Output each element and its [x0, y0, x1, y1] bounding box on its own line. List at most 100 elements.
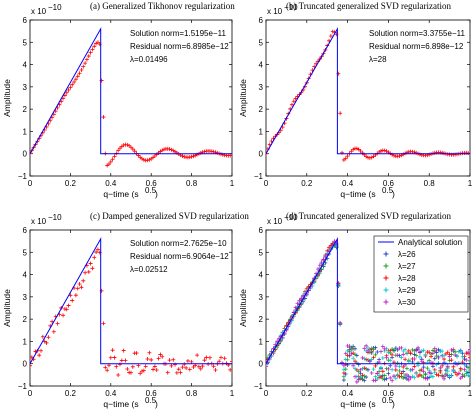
- y-tick-label: 4: [259, 61, 264, 70]
- y-tick-label: 6: [23, 226, 28, 235]
- data-point: [86, 269, 91, 274]
- x-tick-label: 0.4: [342, 179, 354, 188]
- data-point: [401, 376, 406, 381]
- data-point: [195, 152, 200, 157]
- data-point: [330, 29, 335, 34]
- data-point: [440, 150, 445, 155]
- data-point: [202, 358, 207, 363]
- x-tick-label: 0.2: [301, 389, 313, 398]
- data-point: [108, 355, 113, 360]
- data-point: [125, 142, 130, 147]
- data-point: [121, 348, 126, 353]
- data-point: [187, 367, 192, 372]
- x-axis-label-close: ): [155, 189, 158, 199]
- y-tick-label: 2: [23, 105, 28, 114]
- data-point: [354, 379, 359, 384]
- data-point: [345, 154, 350, 159]
- data-point: [434, 348, 439, 353]
- data-point: [321, 257, 326, 262]
- data-point: [338, 320, 343, 325]
- data-point: [456, 371, 461, 376]
- x-tick-label: 0.8: [424, 389, 436, 398]
- data-point: [119, 358, 124, 363]
- data-point: [391, 348, 396, 353]
- data-point: [447, 354, 452, 359]
- data-point: [393, 346, 398, 351]
- data-point: [189, 154, 194, 159]
- data-point: [360, 150, 365, 155]
- data-point: [378, 365, 383, 370]
- data-point: [445, 364, 450, 369]
- data-point: [328, 33, 333, 38]
- data-point: [217, 359, 222, 364]
- data-point: [377, 369, 382, 374]
- x-tick-label: 0.8: [186, 389, 198, 398]
- data-point: [191, 154, 196, 159]
- data-point: [204, 355, 209, 360]
- y-tick-label: 3: [259, 83, 264, 92]
- data-point: [173, 362, 178, 367]
- data-point: [147, 350, 152, 355]
- data-point: [408, 368, 413, 373]
- data-point: [68, 85, 73, 90]
- data-point: [401, 364, 406, 369]
- y-tick-label: 5: [259, 248, 264, 257]
- y-tick-label: 0: [23, 150, 28, 159]
- data-point: [101, 321, 106, 326]
- data-point: [211, 149, 216, 154]
- x-tick-label: 0.2: [65, 389, 77, 398]
- y-scale-factor: x 10: [267, 7, 283, 16]
- data-point: [315, 267, 320, 272]
- data-point: [436, 373, 441, 378]
- data-point: [196, 364, 201, 369]
- data-point: [442, 376, 447, 381]
- y-tick-label: 4: [23, 271, 28, 280]
- data-point: [61, 313, 66, 318]
- analytical-solution-line: [30, 237, 232, 365]
- data-point: [404, 351, 409, 356]
- data-point: [466, 373, 470, 378]
- data-point: [79, 67, 84, 72]
- data-point: [169, 147, 174, 152]
- data-point: [345, 348, 350, 353]
- x-tick-label: 0.2: [65, 179, 77, 188]
- x-tick-label: 0.6: [383, 389, 395, 398]
- data-point: [371, 355, 376, 360]
- x-axis-label-exponent: 0.5: [382, 186, 394, 195]
- x-axis-label: q−time (s: [103, 399, 138, 409]
- y-tick-label: 4: [259, 271, 264, 280]
- data-point: [266, 151, 268, 156]
- data-point: [436, 355, 441, 360]
- data-point: [349, 348, 354, 353]
- data-point: [417, 372, 422, 377]
- data-point: [289, 102, 294, 107]
- y-tick-label: 5: [23, 248, 28, 257]
- y-scale-exponent: −10: [284, 3, 298, 12]
- data-point: [39, 348, 44, 353]
- data-point: [445, 369, 450, 374]
- data-point: [88, 50, 93, 55]
- data-point: [167, 147, 172, 152]
- data-point: [377, 373, 382, 378]
- data-point: [129, 145, 133, 150]
- data-point: [386, 350, 391, 355]
- data-point: [417, 368, 422, 373]
- y-tick-label: 6: [259, 226, 264, 235]
- legend-box: [373, 235, 469, 313]
- data-point: [430, 374, 435, 379]
- data-point: [66, 88, 71, 93]
- data-point: [362, 346, 367, 351]
- y-axis-label: Amplitude: [238, 289, 248, 327]
- data-point: [77, 281, 82, 286]
- data-point: [386, 366, 391, 371]
- data-point: [427, 358, 432, 363]
- data-point: [414, 353, 419, 358]
- data-point: [66, 303, 71, 308]
- data-point: [397, 364, 402, 369]
- legend-entry-label: λ=27: [398, 262, 416, 271]
- data-point: [429, 374, 434, 379]
- data-point: [215, 150, 220, 155]
- data-point: [369, 370, 374, 375]
